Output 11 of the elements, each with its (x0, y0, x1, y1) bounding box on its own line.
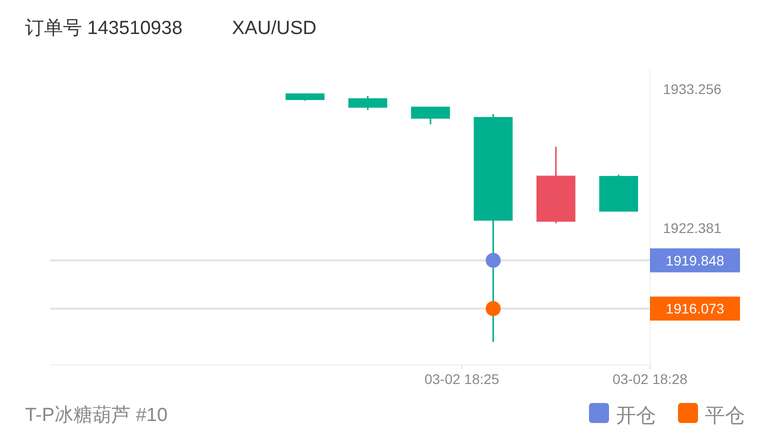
legend-label: 平仓 (705, 405, 745, 427)
legend-label: 开仓 (616, 405, 656, 427)
ref-line-label: 1916.073 (666, 300, 724, 317)
chart-title: 订单号 143510938 (25, 18, 182, 39)
ref-line-label: 1919.848 (666, 252, 724, 268)
x-tick-label: 03-02 18:28 (612, 371, 688, 387)
x-tick-label: 03-02 18:25 (424, 371, 500, 387)
chart-subtitle: XAU/USD (232, 18, 316, 39)
text: T-P冰糖葫芦 #10 (25, 405, 168, 426)
y-tick-label: 1933.256 (663, 80, 722, 97)
y-tick-label: 1922.381 (663, 220, 722, 236)
